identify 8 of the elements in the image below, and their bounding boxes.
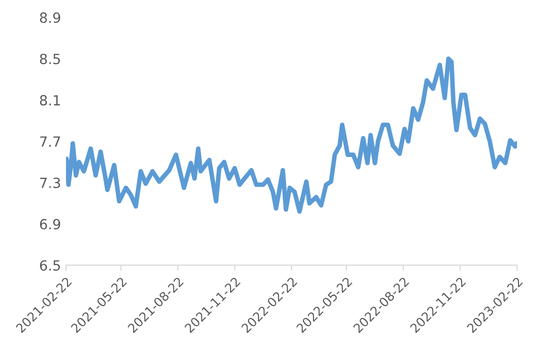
y-tick-label: 6.9: [40, 218, 60, 230]
y-tick-label: 6.5: [40, 260, 60, 271]
y-tick-label: 8.1: [40, 95, 60, 106]
y-tick-label: 7.3: [40, 178, 60, 188]
y-tick-label: 8.9: [40, 12, 60, 23]
y-tick-label: 8.5: [40, 54, 60, 64]
line-series: [66, 56, 517, 214]
y-tick-label: 7.7: [40, 136, 60, 147]
